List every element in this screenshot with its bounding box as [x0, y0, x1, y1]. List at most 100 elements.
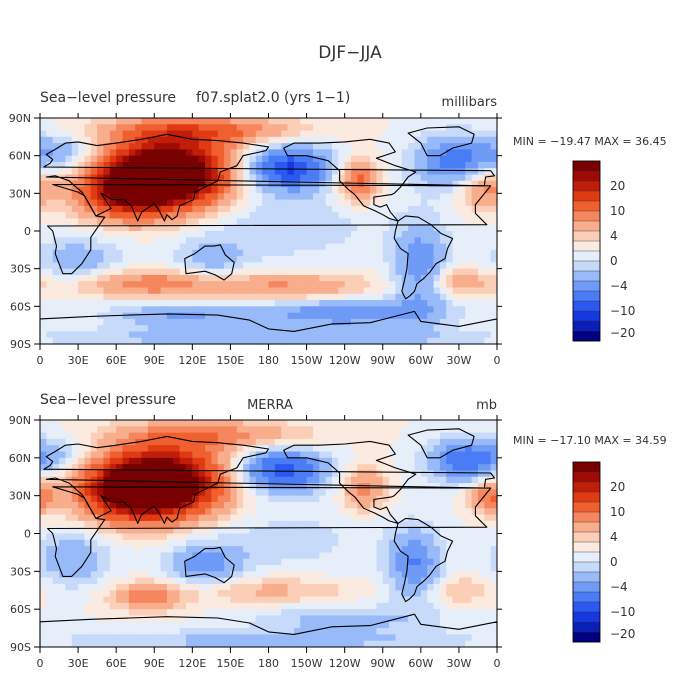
panel-1-x-ticks: 0 30E 60E 90E 120E 150E 180 150W 120W 90W 60W 30W 0	[37, 113, 501, 367]
heatmap-cell	[173, 457, 181, 465]
heatmap-cell	[433, 306, 441, 314]
heatmap-cell	[230, 237, 238, 245]
heatmap-cell	[65, 501, 73, 509]
heatmap-cell	[141, 243, 149, 251]
heatmap-cell	[166, 546, 174, 554]
heatmap-cell	[427, 457, 435, 465]
heatmap-cell	[198, 262, 206, 270]
heatmap-cell	[78, 420, 86, 427]
heatmap-cell	[370, 558, 378, 566]
heatmap-cell	[173, 520, 181, 528]
heatmap-cell	[192, 155, 200, 163]
heatmap-cell	[287, 577, 295, 585]
heatmap-cell	[122, 571, 130, 579]
heatmap-cell	[84, 161, 92, 169]
heatmap-cell	[185, 262, 193, 270]
heatmap-cell	[293, 193, 301, 201]
heatmap-cell	[59, 501, 66, 509]
heatmap-cell	[192, 577, 200, 585]
heatmap-cell	[471, 281, 479, 289]
heatmap-cell	[198, 609, 206, 617]
heatmap-cell	[52, 205, 60, 213]
heatmap-cell	[300, 231, 308, 238]
heatmap-cell	[97, 583, 105, 591]
colorbar-box	[572, 260, 601, 272]
heatmap-cell	[376, 583, 384, 591]
heatmap-cell	[389, 243, 397, 251]
heatmap-cell	[465, 306, 473, 314]
heatmap-cell	[382, 552, 390, 560]
heatmap-cell	[179, 508, 187, 516]
heatmap-cell	[490, 520, 498, 528]
heatmap-cell	[109, 249, 117, 257]
heatmap-cell	[217, 249, 225, 257]
heatmap-cell	[433, 205, 441, 213]
heatmap-cell	[236, 615, 244, 623]
heatmap-cell	[90, 565, 98, 572]
heatmap-cell	[65, 438, 73, 446]
heatmap-cell	[465, 237, 473, 245]
heatmap-cell	[351, 451, 358, 459]
heatmap-cell	[249, 155, 257, 163]
heatmap-cell	[331, 577, 339, 585]
heatmap-cell	[40, 457, 47, 465]
heatmap-cell	[236, 268, 244, 276]
heatmap-cell	[312, 445, 320, 453]
heatmap-cell	[211, 124, 219, 132]
heatmap-cell	[78, 514, 86, 522]
heatmap-cell	[46, 489, 54, 497]
heatmap-cell	[141, 149, 149, 157]
heatmap-cell	[306, 249, 314, 257]
heatmap-cell	[395, 571, 403, 579]
heatmap-cell	[420, 256, 428, 263]
heatmap-cell	[395, 445, 403, 453]
heatmap-cell	[300, 268, 308, 276]
heatmap-cell	[401, 318, 409, 326]
heatmap-cell	[370, 520, 378, 528]
heatmap-cell	[141, 287, 149, 295]
heatmap-cell	[420, 312, 428, 320]
heatmap-cell	[490, 143, 498, 150]
heatmap-cell	[357, 161, 365, 169]
heatmap-cell	[192, 558, 200, 566]
heatmap-cell	[255, 451, 263, 459]
heatmap-cell	[471, 337, 479, 345]
heatmap-cell	[198, 318, 206, 326]
heatmap-cell	[116, 489, 124, 497]
heatmap-cell	[300, 577, 308, 585]
heatmap-cell	[243, 268, 251, 276]
heatmap-cell	[192, 337, 200, 345]
heatmap-cell	[78, 306, 86, 314]
heatmap-cell	[458, 470, 466, 478]
heatmap-cell	[217, 187, 225, 194]
heatmap-cell	[344, 187, 352, 194]
heatmap-cell	[357, 274, 365, 282]
heatmap-cell	[274, 118, 282, 125]
heatmap-cell	[370, 149, 378, 157]
heatmap-cell	[236, 609, 244, 617]
heatmap-cell	[395, 539, 403, 547]
heatmap-cell	[389, 318, 397, 326]
heatmap-cell	[46, 558, 54, 566]
heatmap-cell	[312, 118, 320, 125]
heatmap-cell	[154, 609, 162, 617]
heatmap-cell	[401, 476, 409, 484]
heatmap-cell	[52, 565, 60, 572]
heatmap-cell	[78, 268, 86, 276]
heatmap-cell	[166, 174, 174, 182]
heatmap-cell	[268, 274, 276, 282]
heatmap-cell	[293, 445, 301, 453]
heatmap-cell	[192, 508, 200, 516]
heatmap-cell	[458, 558, 466, 566]
heatmap-cell	[224, 281, 232, 289]
heatmap-cell	[59, 602, 66, 610]
heatmap-cell	[52, 609, 60, 617]
heatmap-cell	[71, 596, 79, 604]
heatmap-cell	[306, 312, 314, 320]
heatmap-cell	[484, 565, 492, 572]
heatmap-cell	[52, 501, 60, 509]
heatmap-cell	[135, 470, 143, 478]
heatmap-cell	[465, 609, 473, 617]
heatmap-cell	[351, 583, 358, 591]
heatmap-cell	[262, 249, 270, 257]
